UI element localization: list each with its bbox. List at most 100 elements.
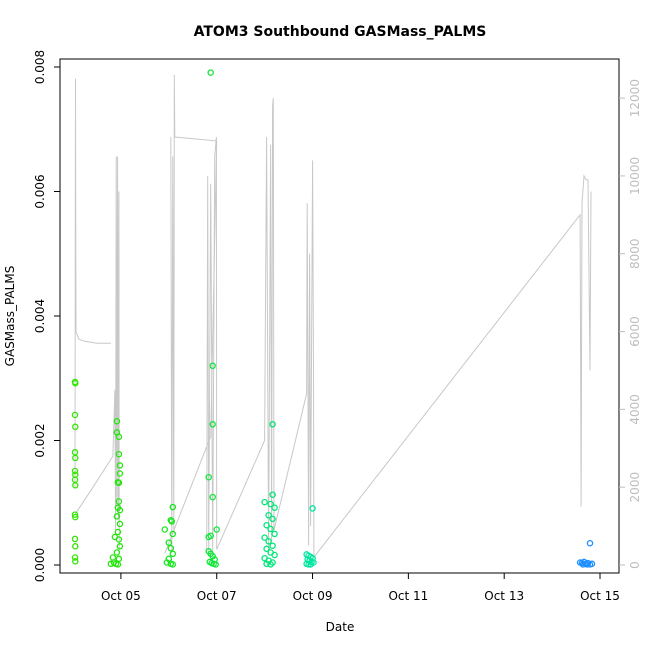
gasmass-point [115,433,123,441]
altitude-track-flight-2 [74,156,120,554]
y2-tick-label: 12000 [628,79,642,117]
gasmass-point [71,554,79,561]
gasmass-point [163,559,171,566]
gasmass-point [72,558,79,565]
gasmass-point [165,539,173,546]
gasmass-point [309,505,316,512]
chart-title: ATOM3 Southbound GASMass_PALMS [194,24,487,40]
y-tick-label: 0.002 [33,423,47,457]
gasmass-point [72,513,79,521]
gasmass-point [71,411,79,419]
y-axis-left: 0.000 0.002 0.004 0.006 0.008 [33,50,61,582]
gasmass-point [267,525,274,533]
gasmass-point [307,561,314,568]
gasmass-point [116,543,124,550]
gasmass-point [71,535,79,543]
gasmass-point [115,536,123,543]
gasmass-point [72,423,79,431]
y2-tick-label: 10000 [628,157,642,195]
gasmass-point [209,421,216,428]
x-tick-label: Oct 09 [293,589,333,603]
gasmass-point [161,526,169,533]
gasmass-point [115,479,123,487]
y-tick-label: 0.008 [33,50,47,84]
gasmass-point [271,530,278,538]
gasmass-point [212,561,219,568]
gasmass-point [116,506,124,514]
gasmass-points [71,69,596,568]
gasmass-point [113,549,121,556]
gasmass-point [263,560,270,568]
x-tick-label: Oct 07 [197,589,237,603]
gasmass-point [267,500,274,508]
gasmass-point [207,532,214,539]
gasmass-point [167,544,175,552]
gasmass-point [113,513,121,520]
gasmass-point [169,530,177,538]
gasmass-point [261,534,268,541]
altitude-track-flight-6 [273,160,315,558]
altitude-track-flight-3 [164,74,218,554]
gasmass-point [263,521,270,529]
gasmass-point [115,498,123,505]
gasmass-point [269,421,276,428]
gasmass-point [114,561,122,568]
gasmass-point [271,504,278,511]
y2-tick-label: 4000 [628,394,642,425]
gasmass-point [115,450,123,458]
gasmass-point [265,511,272,519]
altitude-track-flight-5 [264,98,275,554]
gasmass-point [72,482,79,489]
gasmass-point [305,561,312,568]
x-axis-label: Date [326,620,355,634]
gasmass-point [72,379,79,387]
gasmass-point [269,542,276,549]
gasmass-point [169,561,177,568]
gasmass-point [167,516,175,524]
gasmass-point [267,561,274,568]
gasmass-point [586,539,594,547]
y2-tick-label: 0 [628,561,642,569]
gasmass-point [72,543,79,550]
gasmass-point [205,473,212,481]
gasmass-point [114,528,122,536]
gasmass-point [583,561,591,568]
altitude-track-lines [74,74,592,558]
gasmass-point [269,491,276,498]
gasmass-point [116,520,124,528]
altitude-track-flight-1 [74,78,111,488]
gasmass-point [169,550,177,558]
gasmass-point [207,69,214,76]
altitude-track-flight-7 [313,174,592,558]
x-tick-label: Oct 15 [580,589,620,603]
gasmass-point [168,518,176,525]
gasmass-point [213,526,220,533]
y-axis-right: 0 2000 4000 6000 8000 10000 12000 [619,79,642,569]
x-axis: Oct 05 Oct 07 Oct 09 Oct 11 Oct 13 Oct 15 [101,573,620,603]
gasmass-point [113,417,121,425]
gasmass-point [265,538,272,545]
gasmass-point [209,493,216,501]
gasmass-point [109,554,117,561]
y2-tick-label: 6000 [628,316,642,347]
gasmass-point [263,545,270,553]
y-tick-label: 0.004 [33,299,47,333]
gasmass-point [116,462,124,469]
gasmass-point [579,561,587,568]
gasmass-point [269,515,276,523]
x-tick-label: Oct 05 [101,589,141,603]
y-axis-label: GASMass_PALMS [3,266,17,367]
y2-tick-label: 8000 [628,238,642,269]
gasmass-point [271,551,278,559]
gasmass-point [116,470,124,477]
gasmass-point [71,467,79,475]
plot-frame [59,58,620,574]
y-tick-label: 0.006 [33,174,47,208]
gasmass-point [261,498,268,506]
y-tick-label: 0.000 [33,548,47,582]
gasmass-point [169,503,177,511]
x-tick-label: Oct 13 [484,589,524,603]
gasmass-point [209,362,216,370]
